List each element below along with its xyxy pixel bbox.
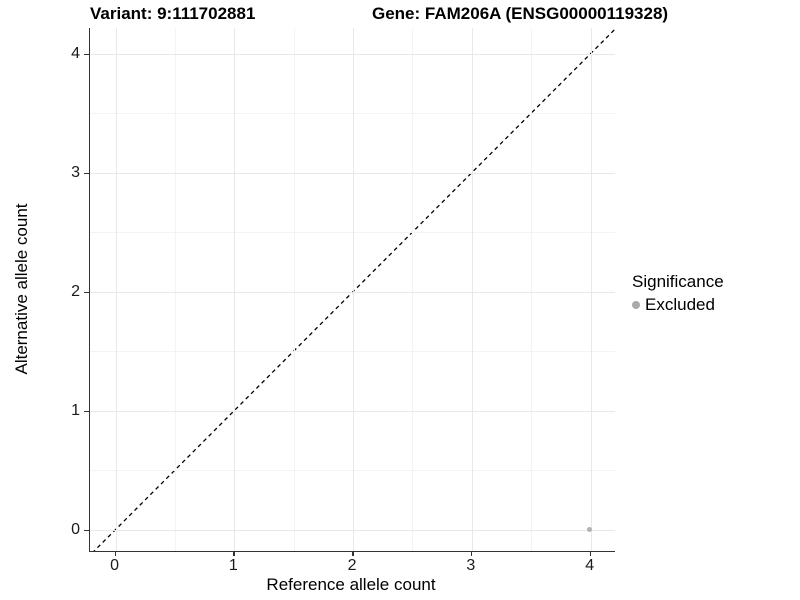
plot-title-gene: Gene: FAM206A (ENSG00000119328) (372, 4, 669, 23)
gridline-horizontal-minor (90, 351, 615, 353)
x-tick-label: 3 (466, 557, 476, 574)
gridline-vertical-major (234, 28, 236, 551)
gridline-vertical-major (590, 28, 592, 551)
plot-panel (89, 28, 615, 552)
legend-item-label: Excluded (645, 295, 715, 314)
y-tick-label: 3 (71, 163, 80, 181)
gridline-horizontal-major (90, 291, 615, 293)
y-tick-label: 0 (71, 520, 80, 538)
y-tick-mark (84, 172, 89, 175)
x-tick-mark (352, 551, 354, 556)
gridline-vertical-major (471, 28, 473, 551)
gridline-horizontal-minor (90, 232, 615, 234)
x-tick-mark (233, 551, 235, 556)
x-tick-mark (114, 551, 117, 556)
gridline-vertical-minor (174, 28, 176, 551)
y-tick-mark (84, 529, 89, 532)
x-tick-mark (589, 551, 592, 556)
y-tick-label: 1 (71, 401, 80, 419)
gridline-vertical-major (353, 28, 355, 551)
gridline-horizontal-major (90, 172, 615, 174)
plot-title-variant: Variant: 9:111702881 (90, 4, 256, 23)
gridline-vertical-major (115, 28, 117, 551)
x-tick-mark (470, 551, 473, 556)
y-tick-mark (84, 410, 89, 413)
y-axis-label: Alternative allele count (12, 203, 31, 375)
legend-point-icon (632, 301, 640, 309)
legend-item-excluded: Excluded (632, 295, 724, 315)
x-axis-label: Reference allele count (266, 575, 436, 594)
y-tick-label: 4 (71, 44, 80, 62)
gridline-horizontal-major (90, 529, 615, 531)
data-point (587, 527, 593, 533)
gridline-vertical-minor (531, 28, 533, 551)
x-tick-label: 2 (347, 557, 357, 574)
y-tick-label: 2 (71, 282, 80, 300)
gridline-vertical-minor (293, 28, 295, 551)
x-tick-label: 1 (228, 557, 238, 574)
y-tick-mark (84, 53, 89, 56)
x-tick-label: 0 (110, 557, 119, 574)
gridline-horizontal-major (90, 410, 615, 412)
gridline-vertical-minor (412, 28, 414, 551)
x-tick-label: 4 (585, 557, 595, 574)
legend-title: Significance (632, 272, 724, 291)
y-tick-mark (84, 291, 89, 294)
gridline-horizontal-minor (90, 470, 615, 472)
gridline-horizontal-minor (90, 113, 615, 115)
gridline-horizontal-major (90, 53, 615, 55)
legend: Significance Excluded (632, 272, 724, 315)
